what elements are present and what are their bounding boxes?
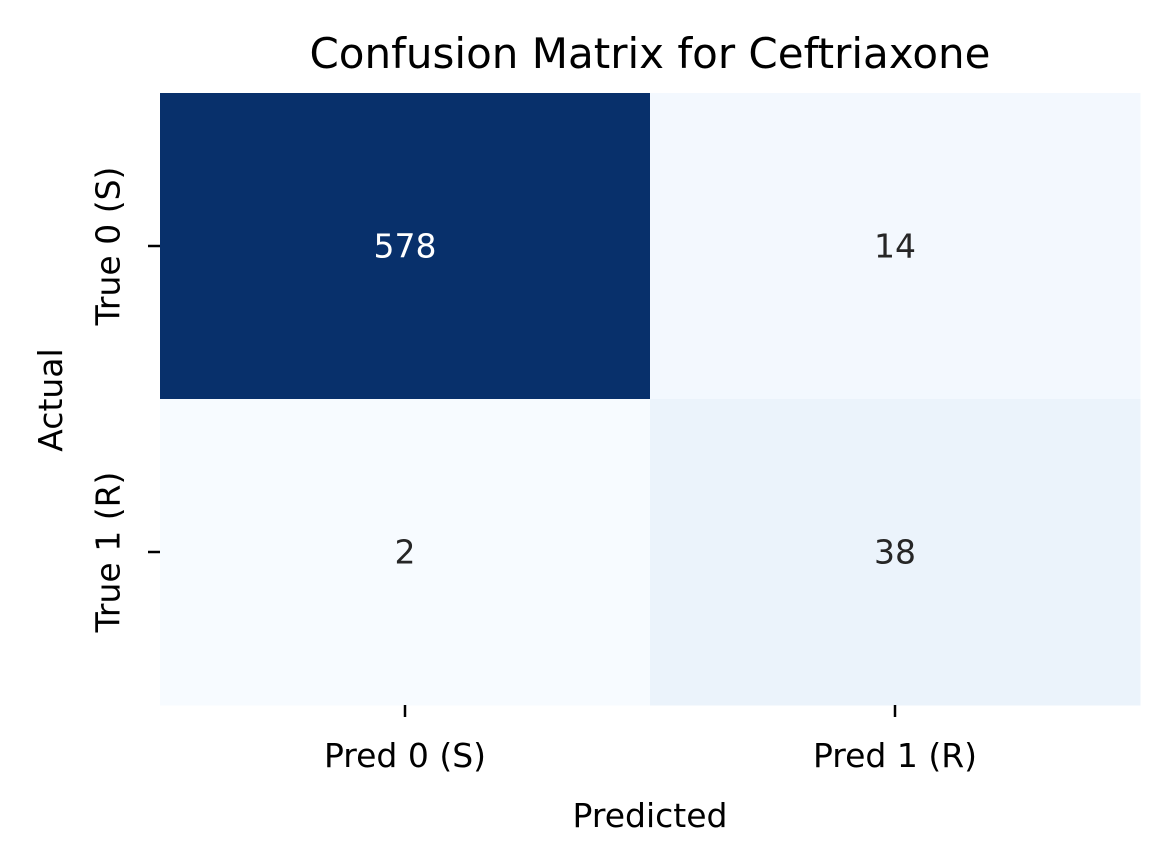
heatmap-cells bbox=[160, 93, 1141, 706]
chart-title: Confusion Matrix for Ceftriaxone bbox=[309, 29, 990, 78]
x-tick-label: Pred 1 (R) bbox=[813, 736, 977, 775]
heatmap-cell bbox=[650, 399, 1141, 706]
y-axis-ticks: True 0 (S) True 1 (R) bbox=[89, 167, 160, 634]
heatmap-cell bbox=[160, 399, 651, 706]
x-tick-label: Pred 0 (S) bbox=[324, 736, 486, 775]
x-axis-label: Predicted bbox=[573, 796, 728, 835]
y-tick-label: True 0 (S) bbox=[89, 167, 128, 327]
y-axis-label: Actual bbox=[31, 348, 70, 451]
heatmap-cell-value: 14 bbox=[874, 227, 916, 266]
heatmap-cell bbox=[650, 93, 1141, 400]
heatmap-cell bbox=[160, 93, 651, 400]
x-axis-ticks: Pred 0 (S) Pred 1 (R) bbox=[324, 705, 977, 775]
heatmap-cell-value: 2 bbox=[395, 533, 416, 572]
y-tick-label: True 1 (R) bbox=[89, 472, 128, 634]
heatmap-cell-value: 578 bbox=[374, 227, 437, 266]
heatmap-cell-value: 38 bbox=[874, 533, 916, 572]
heatmap-cell-labels: 578 14 2 38 bbox=[374, 227, 917, 572]
